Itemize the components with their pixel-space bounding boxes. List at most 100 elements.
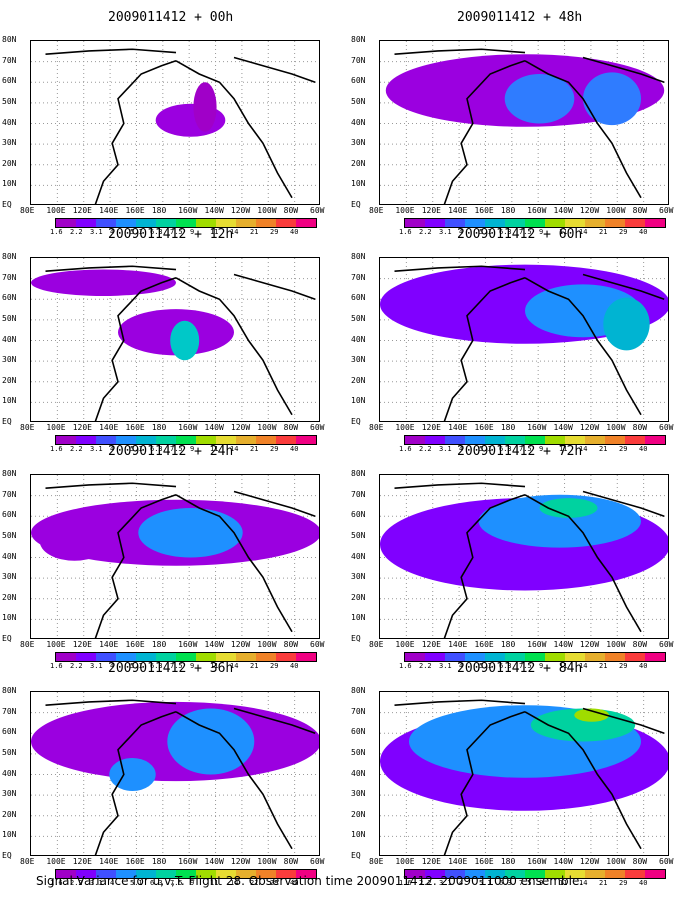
colorbar-label: 3.1 [439, 228, 452, 236]
latitude-label: 40N [2, 768, 17, 778]
colorbar-label: 2.2 [419, 662, 432, 670]
colorbar-swatch [216, 436, 236, 444]
longitude-label: 100E [46, 857, 66, 866]
colorbar-swatch [625, 219, 645, 227]
colorbar-label: 2.2 [70, 662, 83, 670]
colorbar-label: 5.1 [130, 228, 143, 236]
longitude-label: 100E [46, 640, 66, 649]
longitude-label: 160E [125, 857, 145, 866]
longitude-label: 120W [230, 640, 251, 649]
colorbar-label: 21 [250, 228, 259, 236]
coastline [45, 699, 177, 706]
colorbar-swatch [625, 653, 645, 661]
colorbar-swatch [645, 436, 665, 444]
colorbar-swatch [505, 436, 525, 444]
colorbar-label: 6.3 [150, 445, 163, 453]
colorbar-label: 6.3 [150, 228, 163, 236]
colorbar-swatch [76, 219, 96, 227]
latitude-label: 30N [2, 138, 17, 148]
colorbar-label: 11 [559, 445, 568, 453]
latitude-label: 10N [351, 396, 366, 406]
colorbar-swatch [445, 870, 465, 878]
colorbar-label: 9 [539, 228, 544, 236]
colorbar-swatch [405, 653, 425, 661]
colorbar-label: 1.6 [399, 879, 412, 887]
longitude-label: 140E [99, 423, 119, 432]
latitude-label: 80N [351, 35, 366, 44]
colorbar-swatch [405, 219, 425, 227]
longitude-label: 140W [553, 640, 573, 649]
longitude-label: 160E [474, 423, 494, 432]
variance-shading [603, 297, 650, 351]
map-panel [30, 40, 320, 205]
colorbar-label: 4 [110, 879, 115, 887]
colorbar-label: 29 [619, 445, 628, 453]
coastline [233, 707, 316, 735]
colorbar-label: 1.6 [50, 662, 63, 670]
latitude-label: 60N [2, 76, 17, 86]
longitude-label: 100W [606, 423, 626, 432]
colorbar-label: 14 [579, 879, 588, 887]
colorbar [404, 218, 666, 228]
colorbar-label: 7.5 [170, 445, 183, 453]
colorbar-swatch [485, 870, 505, 878]
latitude-label: 30N [2, 355, 17, 365]
longitude-label: 160E [474, 206, 494, 215]
panel-title: 2009011412 + 00h [108, 10, 234, 25]
colorbar-label: 6.3 [150, 662, 163, 670]
coastline [443, 711, 526, 855]
colorbar-label: 5.1 [479, 662, 492, 670]
colorbar-swatch [96, 653, 116, 661]
longitude-label: 80E [369, 640, 384, 649]
colorbar-label: 14 [579, 662, 588, 670]
latitude-label: 60N [351, 293, 366, 303]
latitude-label: 30N [351, 789, 366, 799]
longitude-label: 160W [178, 423, 198, 432]
latitude-label: 80N [351, 252, 366, 261]
colorbar-label: 40 [290, 445, 299, 453]
latitude-label: 60N [2, 727, 17, 737]
colorbar-label: 9 [539, 879, 544, 887]
longitude-label: 100E [395, 857, 415, 866]
variance-shading [539, 498, 598, 518]
longitude-label: 80E [20, 206, 35, 215]
colorbar-swatch [116, 436, 136, 444]
colorbar-swatch [216, 219, 236, 227]
longitude-label: 80W [632, 857, 648, 866]
colorbar [55, 435, 317, 445]
longitude-label: 80W [283, 640, 299, 649]
longitude-label: 100E [46, 206, 66, 215]
panel-title: 2009011412 + 24h [108, 444, 234, 459]
colorbar-label: 7.5 [519, 228, 532, 236]
coastline [394, 265, 526, 272]
colorbar-label: 11 [559, 228, 568, 236]
longitude-label: 100W [606, 857, 626, 866]
colorbar-swatch [96, 219, 116, 227]
variance-shading [478, 494, 641, 548]
longitude-label: 100W [257, 423, 277, 432]
longitude-label: 60W [310, 640, 325, 649]
latitude-label: 30N [2, 789, 17, 799]
colorbar-swatch [216, 653, 236, 661]
latitude-label: 70N [2, 706, 17, 716]
map-panel [30, 691, 320, 856]
latitude-label: 10N [2, 179, 17, 189]
variance-shading [31, 269, 176, 296]
colorbar-swatch [545, 653, 565, 661]
variance-shading [170, 320, 200, 361]
colorbar-swatch [525, 870, 545, 878]
longitude-label: 80E [20, 423, 35, 432]
colorbar-label: 9 [539, 662, 544, 670]
colorbar-swatch [585, 653, 605, 661]
colorbar-swatch [505, 219, 525, 227]
coastline [175, 277, 293, 416]
latitude-label: 20N [2, 158, 17, 168]
colorbar-swatch [56, 653, 76, 661]
latitude-label: 40N [351, 334, 366, 344]
colorbar-swatch [405, 436, 425, 444]
colorbar-swatch [196, 653, 216, 661]
longitude-label: 100W [606, 640, 626, 649]
colorbar-swatch [296, 219, 316, 227]
colorbar-label: 4 [459, 228, 464, 236]
longitude-label: 100E [395, 206, 415, 215]
